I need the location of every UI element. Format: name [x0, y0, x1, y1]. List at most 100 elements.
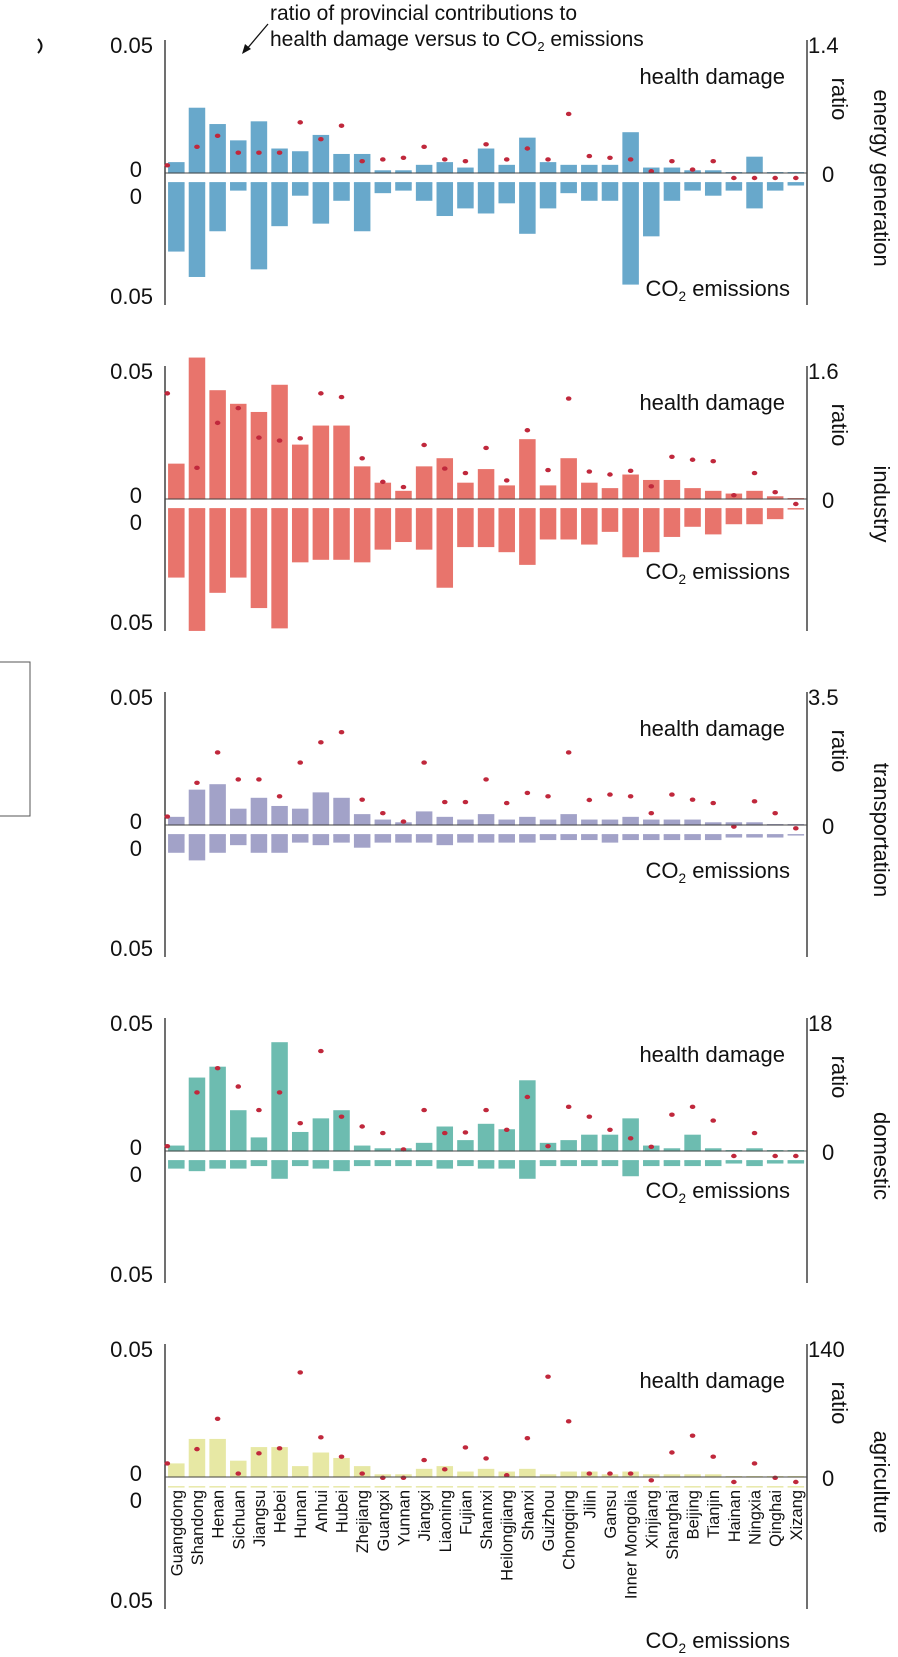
co2-emissions-label: CO2​ emissions	[646, 276, 791, 304]
health-bar-14	[457, 1140, 474, 1151]
co2-bar-6	[291, 183, 309, 196]
health-bar-18	[539, 1474, 557, 1477]
co2-baseline-4	[250, 1486, 268, 1488]
co2-bar-21	[601, 1161, 619, 1167]
category-label-7: Anhui	[313, 1490, 331, 1532]
co2-baseline-3	[230, 182, 247, 184]
ratio-dot-9	[359, 456, 365, 461]
co2-baseline-16	[498, 182, 515, 184]
co2-baseline-13	[436, 1486, 454, 1488]
ratio-dot-26	[710, 800, 717, 806]
ratio-dot-16	[503, 478, 510, 483]
health-bar-10	[374, 482, 392, 499]
ratio-axis-label: ratio	[827, 1056, 852, 1099]
co2-bar-9	[353, 509, 371, 563]
co2-bar-0	[168, 183, 185, 252]
health-bar-3	[230, 140, 247, 173]
co2-bar-5	[271, 183, 288, 227]
ratio-dot-26	[710, 459, 717, 464]
co2-baseline-2	[209, 508, 226, 510]
co2-baseline-11	[395, 1160, 412, 1162]
ratio-dot-6	[297, 760, 304, 765]
category-label-11: Yunnan	[395, 1490, 413, 1546]
co2-bar-2	[209, 1161, 226, 1169]
ratio-dot-12	[421, 1107, 427, 1113]
co2-baseline-2	[209, 1160, 226, 1162]
health-bar-7	[312, 1118, 330, 1151]
ratio-dot-28	[751, 470, 758, 476]
health-bar-6	[291, 444, 309, 499]
ratio-dot-0	[164, 814, 171, 819]
sector-label: energy generation	[869, 89, 894, 266]
health-bar-15	[477, 1123, 495, 1151]
ratio-dot-9	[359, 1471, 365, 1476]
co2-baseline-18	[539, 182, 557, 184]
co2-bar-25	[684, 1161, 701, 1167]
health-bar-0	[168, 463, 185, 499]
category-label-14: Fujian	[457, 1490, 475, 1535]
ratio-max-label: 3.5	[808, 685, 839, 710]
health-bar-26	[704, 822, 722, 825]
health-bar-7	[312, 1452, 330, 1477]
ratio-dot-0	[164, 1143, 171, 1149]
co2-baseline-8	[333, 1160, 350, 1162]
health-bar-25	[684, 488, 701, 499]
co2-baseline-6	[291, 1160, 309, 1162]
co2-bar-5	[271, 835, 288, 853]
ratio-dot-9	[359, 1124, 365, 1129]
ratio-dot-4	[256, 150, 262, 155]
co2-bar-0	[168, 1161, 185, 1169]
health-bar-3	[230, 403, 247, 499]
co2-bar-19	[560, 835, 577, 841]
ratio-dot-10	[380, 479, 386, 485]
co2-baseline-16	[498, 508, 515, 510]
co2-baseline-23	[643, 1486, 660, 1488]
ratio-dot-20	[586, 153, 593, 159]
health-bar-0	[168, 162, 185, 173]
health-bar-6	[291, 1131, 309, 1151]
co2-baseline-0	[168, 834, 185, 836]
co2-baseline-25	[684, 1160, 701, 1162]
health-bar-22	[622, 132, 639, 173]
health-bar-17	[519, 137, 536, 173]
health-bar-12	[415, 811, 433, 825]
health-bar-11	[395, 490, 412, 499]
co2-bar-26	[704, 183, 722, 196]
ratio-dot-8	[338, 1114, 345, 1119]
category-label-10: Guangxi	[375, 1490, 393, 1551]
co2-bar-13	[436, 1161, 454, 1169]
co2-bar-27	[725, 835, 743, 838]
co2-baseline-10	[374, 1160, 392, 1162]
co2-baseline-24	[663, 508, 681, 510]
health-bar-5	[271, 1042, 288, 1151]
ratio-dot-27	[731, 824, 737, 829]
co2-baseline-7	[312, 1486, 330, 1488]
ratio-dot-20	[586, 797, 593, 803]
health-damage-label: health damage	[639, 390, 785, 415]
co2-baseline-30	[787, 1160, 805, 1162]
ratio-dot-1	[194, 1446, 200, 1452]
co2-bar-3	[230, 835, 247, 846]
legend-box-fragment	[0, 661, 31, 817]
health-bar-16	[498, 485, 515, 499]
co2-baseline-30	[787, 1486, 805, 1488]
ratio-dot-19	[565, 111, 572, 117]
ratio-dot-16	[503, 1127, 510, 1132]
left-tick-top: 0.05	[110, 685, 153, 710]
co2-baseline-26	[704, 182, 722, 184]
co2-bar-27	[725, 183, 743, 191]
co2-baseline-30	[787, 834, 805, 836]
co2-bar-24	[663, 835, 681, 841]
ratio-dot-12	[421, 1457, 427, 1463]
co2-emissions-label: CO2​ emissions	[646, 559, 791, 587]
health-bar-26	[704, 170, 722, 173]
co2-bar-29	[766, 1161, 784, 1164]
co2-bar-27	[725, 1161, 743, 1164]
co2-bar-28	[746, 1161, 763, 1167]
co2-baseline-8	[333, 1486, 350, 1488]
category-label-16: Heilongjiang	[499, 1490, 517, 1581]
co2-baseline-20	[581, 834, 598, 836]
health-bar-18	[539, 819, 557, 825]
co2-baseline-2	[209, 1486, 226, 1488]
co2-baseline-27	[725, 834, 743, 836]
